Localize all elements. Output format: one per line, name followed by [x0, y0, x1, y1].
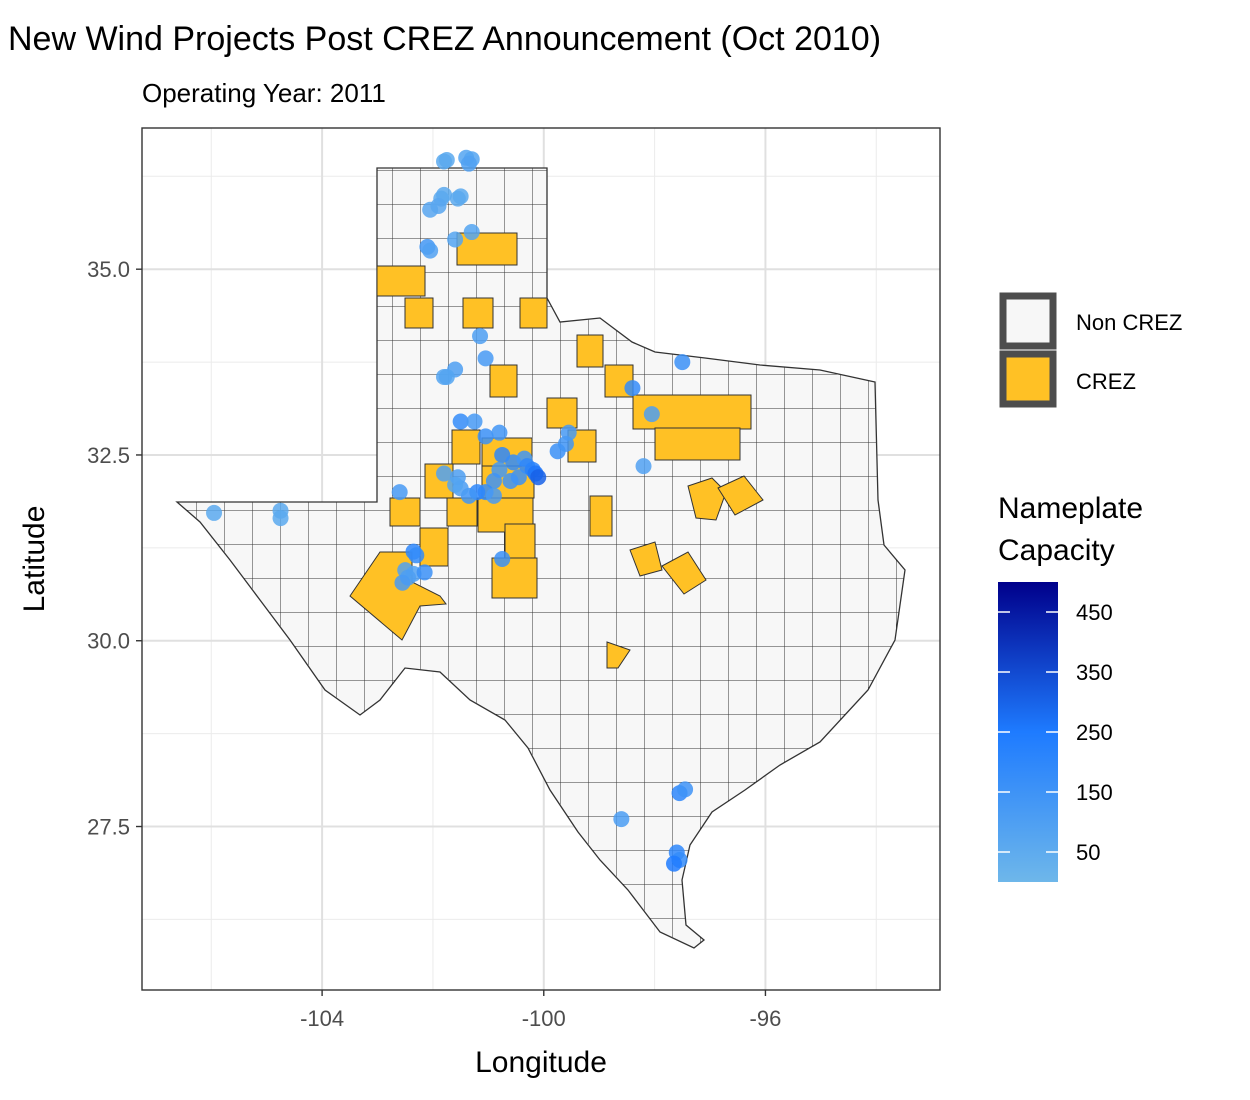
panel-border: [141, 127, 941, 991]
crez-county: [546, 397, 578, 429]
y-tick-label: 32.5: [87, 443, 130, 468]
crez-county: [632, 394, 752, 430]
y-axis: 27.5 30.0 32.5 35.0: [87, 257, 142, 840]
wind-project-point: [530, 469, 547, 486]
wind-project-point: [391, 484, 408, 501]
crez-county: [456, 232, 518, 266]
crez-county: [419, 527, 449, 567]
wind-project-point: [447, 231, 464, 248]
crez-county: [589, 495, 613, 537]
wind-project-point: [560, 424, 577, 441]
legend-key-crez: [999, 350, 1057, 408]
fill-legend: Non CREZ CREZ: [999, 292, 1182, 408]
colorbar-label: 450: [1076, 600, 1113, 625]
wind-project-point: [436, 368, 453, 385]
wind-project-point: [430, 198, 447, 215]
legend-title-line2: Capacity: [998, 534, 1115, 567]
crez-county: [376, 265, 426, 297]
wind-project-point: [438, 151, 455, 168]
wind-project-point: [463, 224, 480, 241]
wind-project-point: [422, 242, 439, 259]
chart-title: New Wind Projects Post CREZ Announcement…: [8, 20, 881, 58]
wind-project-point: [613, 811, 630, 828]
crez-county: [717, 475, 764, 516]
wind-project-point: [666, 855, 682, 872]
project-points: [206, 149, 694, 872]
crez-county: [576, 334, 604, 368]
wind-project-point: [477, 350, 494, 367]
crez-county: [654, 427, 741, 461]
crez-county: [389, 497, 421, 527]
wind-project-point: [635, 458, 652, 475]
wind-project-point: [502, 472, 519, 489]
wind-project-point: [452, 413, 469, 430]
wind-project-point: [447, 476, 464, 493]
crez-county: [661, 551, 707, 595]
x-tick-label: -100: [522, 1006, 566, 1031]
x-tick-label: -104: [300, 1006, 344, 1031]
wind-project-point: [491, 424, 508, 441]
wind-project-point: [394, 574, 411, 591]
capacity-legend: Nameplate Capacity 50 150 250 350 450: [998, 492, 1143, 882]
legend-title-line1: Nameplate: [998, 492, 1143, 525]
y-tick-label: 30.0: [87, 629, 130, 654]
wind-project-point: [408, 547, 425, 564]
crez-county: [606, 641, 631, 669]
crez-county: [462, 297, 494, 329]
crez-county: [349, 551, 447, 641]
texas-outline: [175, 167, 906, 949]
wind-project-point: [674, 354, 691, 371]
x-tick-label: -96: [750, 1006, 782, 1031]
colorbar-label: 150: [1076, 780, 1113, 805]
y-axis-title: Latitude: [18, 506, 51, 613]
colorbar-label: 350: [1076, 660, 1113, 685]
y-tick-label: 35.0: [87, 257, 130, 282]
wind-project-point: [624, 380, 641, 397]
wind-project-point: [677, 781, 694, 798]
crez-county: [519, 297, 548, 329]
wind-project-point: [206, 504, 223, 521]
wind-project-point: [485, 472, 502, 489]
wind-project-point: [494, 551, 511, 567]
wind-project-point: [485, 487, 502, 504]
wind-project-point: [416, 564, 433, 581]
crez-county: [451, 429, 481, 465]
x-axis-title: Longitude: [475, 1046, 607, 1079]
legend-key-non-crez: [999, 292, 1057, 350]
crez-county: [504, 523, 536, 559]
wind-project-point: [460, 155, 477, 172]
colorbar-label: 250: [1076, 720, 1113, 745]
crez-county: [489, 364, 518, 398]
crez-county: [629, 541, 663, 577]
wind-project-point: [272, 510, 289, 527]
x-axis: -104 -100 -96: [300, 990, 781, 1031]
wind-project-point: [643, 406, 660, 423]
y-tick-label: 27.5: [87, 815, 130, 840]
wind-project-point: [436, 465, 453, 482]
wind-project-point: [466, 413, 483, 430]
colorbar-label: 50: [1076, 840, 1100, 865]
wind-project-point: [472, 328, 489, 345]
crez-counties: [349, 232, 764, 669]
wind-project-point: [477, 428, 494, 445]
crez-county: [404, 297, 434, 329]
wind-project-point: [449, 190, 466, 207]
legend-label-non-crez: Non CREZ: [1076, 310, 1182, 335]
colorbar-ticks: 50 150 250 350 450: [998, 600, 1113, 865]
legend-label-crez: CREZ: [1076, 369, 1136, 394]
texas-map: [175, 167, 906, 949]
crez-county: [687, 477, 727, 521]
chart-subtitle: Operating Year: 2011: [142, 78, 386, 108]
